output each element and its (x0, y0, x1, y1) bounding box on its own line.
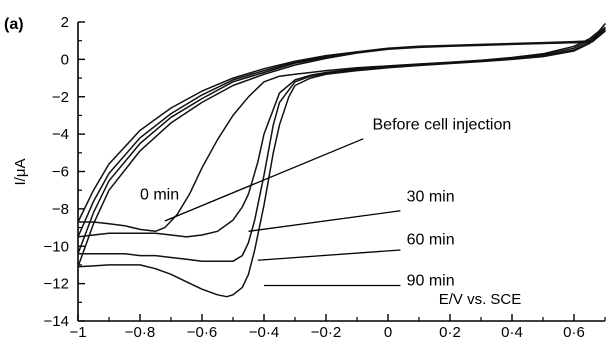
y-tick-label: −10 (44, 238, 69, 255)
x-tick-label: 0·2 (439, 324, 461, 340)
y-tick-label: −4 (52, 126, 69, 143)
x-axis-title: E/V vs. SCE (439, 291, 522, 308)
annotation-label-3: 30 min (407, 188, 455, 205)
panel-label: (a) (4, 16, 24, 33)
y-tick-label: −6 (52, 164, 69, 181)
annotation-label-2: 0 min (140, 187, 179, 204)
annotation-leader-4 (257, 249, 401, 261)
plot-area: 2 0 −2 −4 −6 −8 −10 −12 −14−1 −0·8 −0·6 −0·4 −0·2 0 0·… (44, 14, 606, 340)
y-tick-label: 0 (61, 51, 69, 68)
annotation-label-1: Before cell injection (373, 116, 512, 133)
x-tick-label: 0·4 (501, 324, 523, 340)
y-axis-title: I/μA (12, 159, 29, 186)
y-tick-label: −2 (52, 89, 69, 106)
cv-curve-1 (77, 23, 606, 233)
x-tick-label: −0·6 (187, 324, 217, 340)
annotation-leader-1 (164, 138, 364, 222)
x-tick-label: −0·2 (311, 324, 341, 340)
y-tick-label: 2 (61, 14, 69, 31)
annotation-leader-3 (248, 210, 401, 232)
x-tick-label: −0·4 (249, 324, 279, 340)
x-tick-label: 0 (384, 324, 392, 340)
x-tick-label: 0·6 (563, 324, 585, 340)
cv-curve-4 (77, 30, 606, 298)
annotation-label-4: 60 min (407, 231, 455, 248)
annotation-label-5: 90 min (407, 272, 455, 289)
y-tick-label: −14 (44, 313, 69, 330)
cv-curve-2 (77, 26, 606, 238)
y-tick-label: −12 (44, 276, 69, 293)
x-tick-label: −0·8 (125, 324, 155, 340)
x-tick-label: −1 (69, 324, 86, 340)
y-tick-label: −8 (52, 201, 69, 218)
cv-curve-3 (77, 28, 606, 262)
